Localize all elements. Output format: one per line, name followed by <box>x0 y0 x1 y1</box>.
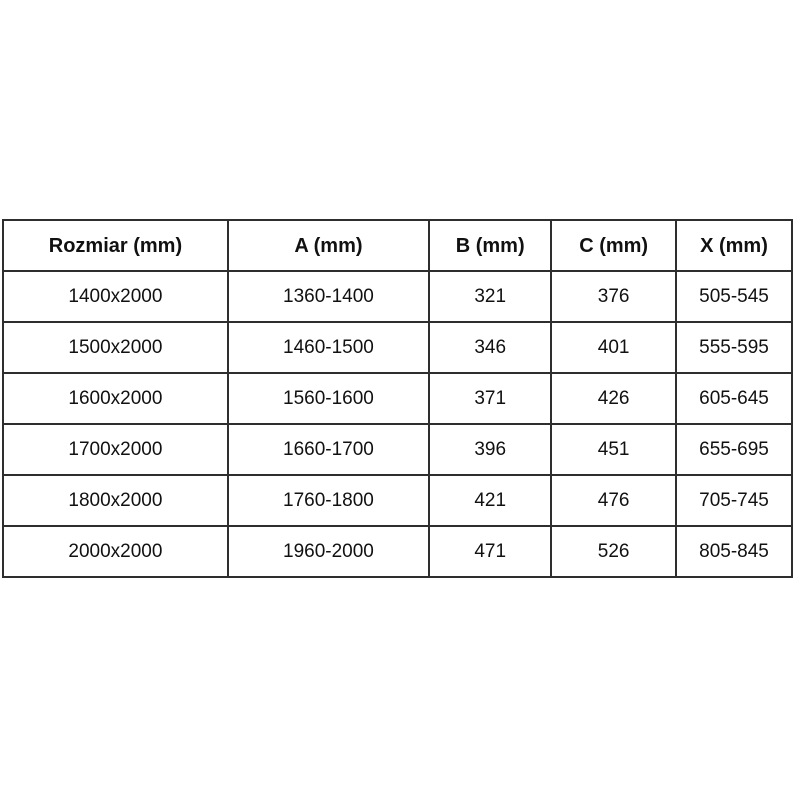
table-cell: 426 <box>550 372 677 425</box>
table-cell: 1560-1600 <box>226 372 431 425</box>
table-cell: 371 <box>428 372 553 425</box>
table-cell: 1760-1800 <box>226 474 431 527</box>
table-cell: 1460-1500 <box>226 321 431 374</box>
dimensions-table: Rozmiar (mm) A (mm) B (mm) C (mm) X (mm)… <box>2 219 794 578</box>
table-cell: 1600x2000 <box>2 372 229 425</box>
table-cell: 421 <box>428 474 553 527</box>
table-row: 1400x2000 1360-1400 321 376 505-545 <box>2 270 794 323</box>
header-row: Rozmiar (mm) A (mm) B (mm) C (mm) X (mm) <box>2 219 794 272</box>
table-cell: 555-595 <box>674 321 794 374</box>
table-cell: 655-695 <box>674 423 794 476</box>
table-cell: 1500x2000 <box>2 321 229 374</box>
table-cell: 1400x2000 <box>2 270 229 323</box>
table-cell: 451 <box>550 423 677 476</box>
table-cell: 1800x2000 <box>2 474 229 527</box>
column-header-b: B (mm) <box>428 219 553 272</box>
table-cell: 505-545 <box>674 270 794 323</box>
table-cell: 396 <box>428 423 553 476</box>
table-cell: 526 <box>550 525 677 578</box>
table-cell: 376 <box>550 270 677 323</box>
table-row: 1600x2000 1560-1600 371 426 605-645 <box>2 372 794 425</box>
table-cell: 1360-1400 <box>226 270 431 323</box>
table-cell: 471 <box>428 525 553 578</box>
table-row: 1800x2000 1760-1800 421 476 705-745 <box>2 474 794 527</box>
table-cell: 476 <box>550 474 677 527</box>
dimensions-table-container: Rozmiar (mm) A (mm) B (mm) C (mm) X (mm)… <box>2 219 794 578</box>
table-cell: 321 <box>428 270 553 323</box>
table-row: 2000x2000 1960-2000 471 526 805-845 <box>2 525 794 578</box>
table-cell: 605-645 <box>674 372 794 425</box>
column-header-x: X (mm) <box>674 219 794 272</box>
table-cell: 346 <box>428 321 553 374</box>
table-body: 1400x2000 1360-1400 321 376 505-545 1500x2000… <box>2 270 794 578</box>
table-cell: 1660-1700 <box>226 423 431 476</box>
table-cell: 805-845 <box>674 525 794 578</box>
table-row: 1700x2000 1660-1700 396 451 655-695 <box>2 423 794 476</box>
table-cell: 401 <box>550 321 677 374</box>
table-cell: 1700x2000 <box>2 423 229 476</box>
table-cell: 1960-2000 <box>226 525 431 578</box>
table-cell: 2000x2000 <box>2 525 229 578</box>
table-row: 1500x2000 1460-1500 346 401 555-595 <box>2 321 794 374</box>
column-header-rozmiar: Rozmiar (mm) <box>2 219 229 272</box>
table-cell: 705-745 <box>674 474 794 527</box>
column-header-c: C (mm) <box>550 219 677 272</box>
column-header-a: A (mm) <box>226 219 431 272</box>
